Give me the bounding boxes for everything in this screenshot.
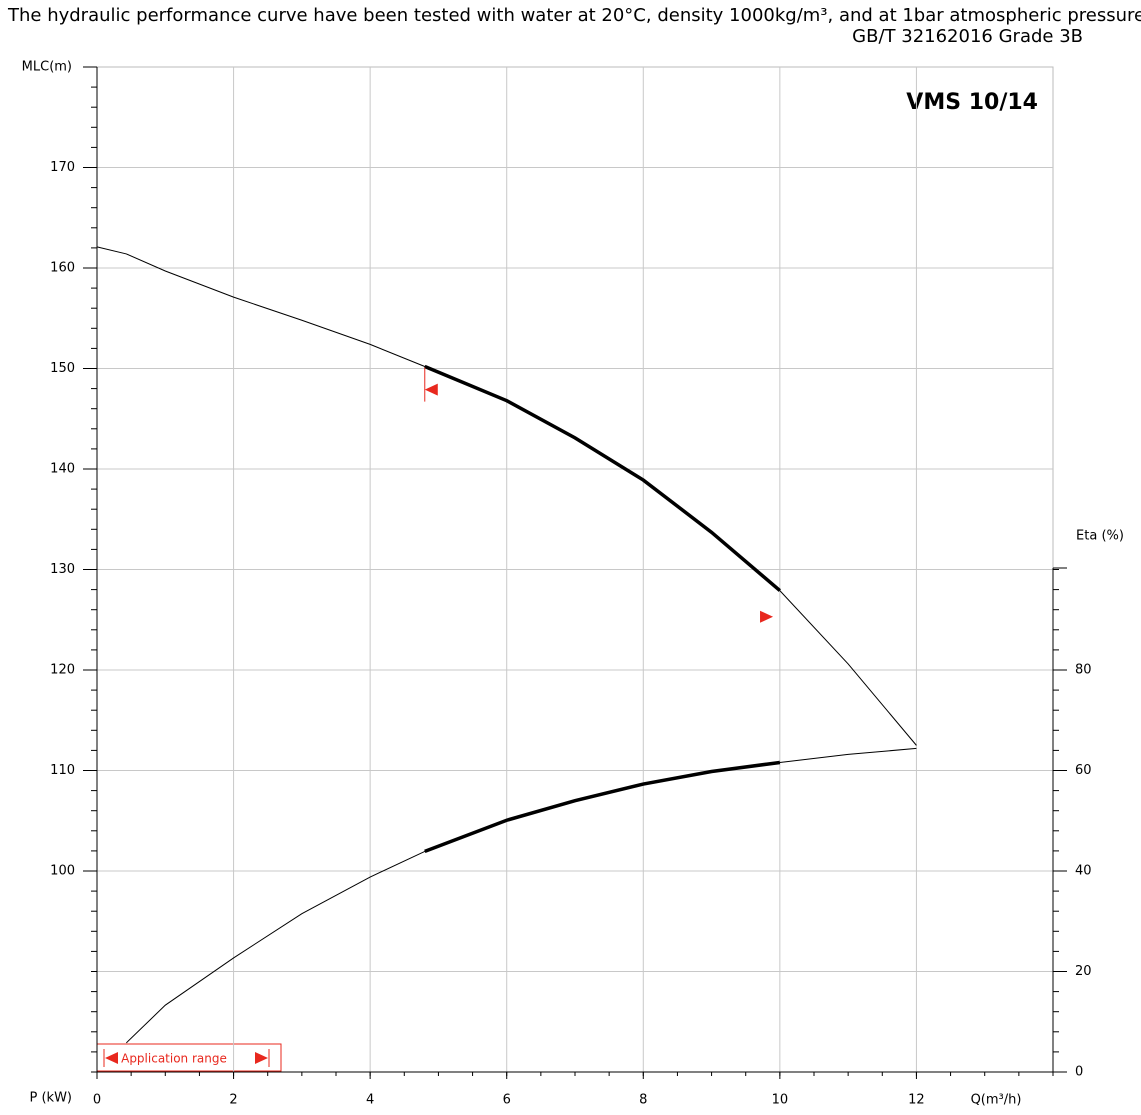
- y-tick-label: 120: [50, 663, 75, 678]
- x-tick-label: 0: [93, 1093, 101, 1108]
- duty-curve: [424, 364, 781, 592]
- y-tick-label: 170: [50, 160, 75, 175]
- y-tick-label: 130: [50, 562, 75, 577]
- y2-tick-label: 40: [1075, 864, 1092, 879]
- chart-subtitle: GB/T 32162016 Grade 3B: [852, 26, 1083, 47]
- chart-title: The hydraulic performance curve have bee…: [7, 5, 1141, 26]
- x-axis-label: Q(m³/h): [971, 1093, 1022, 1108]
- y2-tick-label: 80: [1075, 663, 1092, 678]
- x-tick-label: 8: [639, 1093, 647, 1108]
- y-tick-label: 160: [50, 261, 75, 276]
- power-label: P (kW): [30, 1091, 73, 1106]
- x-tick-label: 2: [229, 1093, 237, 1108]
- range-marker: [424, 383, 438, 396]
- x-tick-label: 12: [908, 1093, 925, 1108]
- y2-axis-label: Eta (%): [1076, 529, 1124, 544]
- model-label: VMS 10/14: [906, 90, 1038, 115]
- y-tick-label: 140: [50, 462, 75, 477]
- range-arrow: [255, 1052, 268, 1064]
- x-tick-label: 4: [366, 1093, 374, 1108]
- y2-tick-label: 0: [1075, 1065, 1083, 1080]
- y2-tick-label: 60: [1075, 763, 1092, 778]
- range-marker: [760, 610, 774, 623]
- range-arrow: [105, 1052, 118, 1064]
- y-axis-label: MLC(m): [22, 60, 72, 75]
- duty-curve: [424, 760, 781, 854]
- x-tick-label: 6: [503, 1093, 511, 1108]
- y-tick-label: 110: [50, 763, 75, 778]
- y-tick-label: 100: [50, 864, 75, 879]
- curve: [126, 747, 917, 1044]
- y2-tick-label: 20: [1075, 964, 1092, 979]
- range-label: Application range: [121, 1052, 227, 1066]
- y-tick-label: 150: [50, 361, 75, 376]
- x-tick-label: 10: [772, 1093, 789, 1108]
